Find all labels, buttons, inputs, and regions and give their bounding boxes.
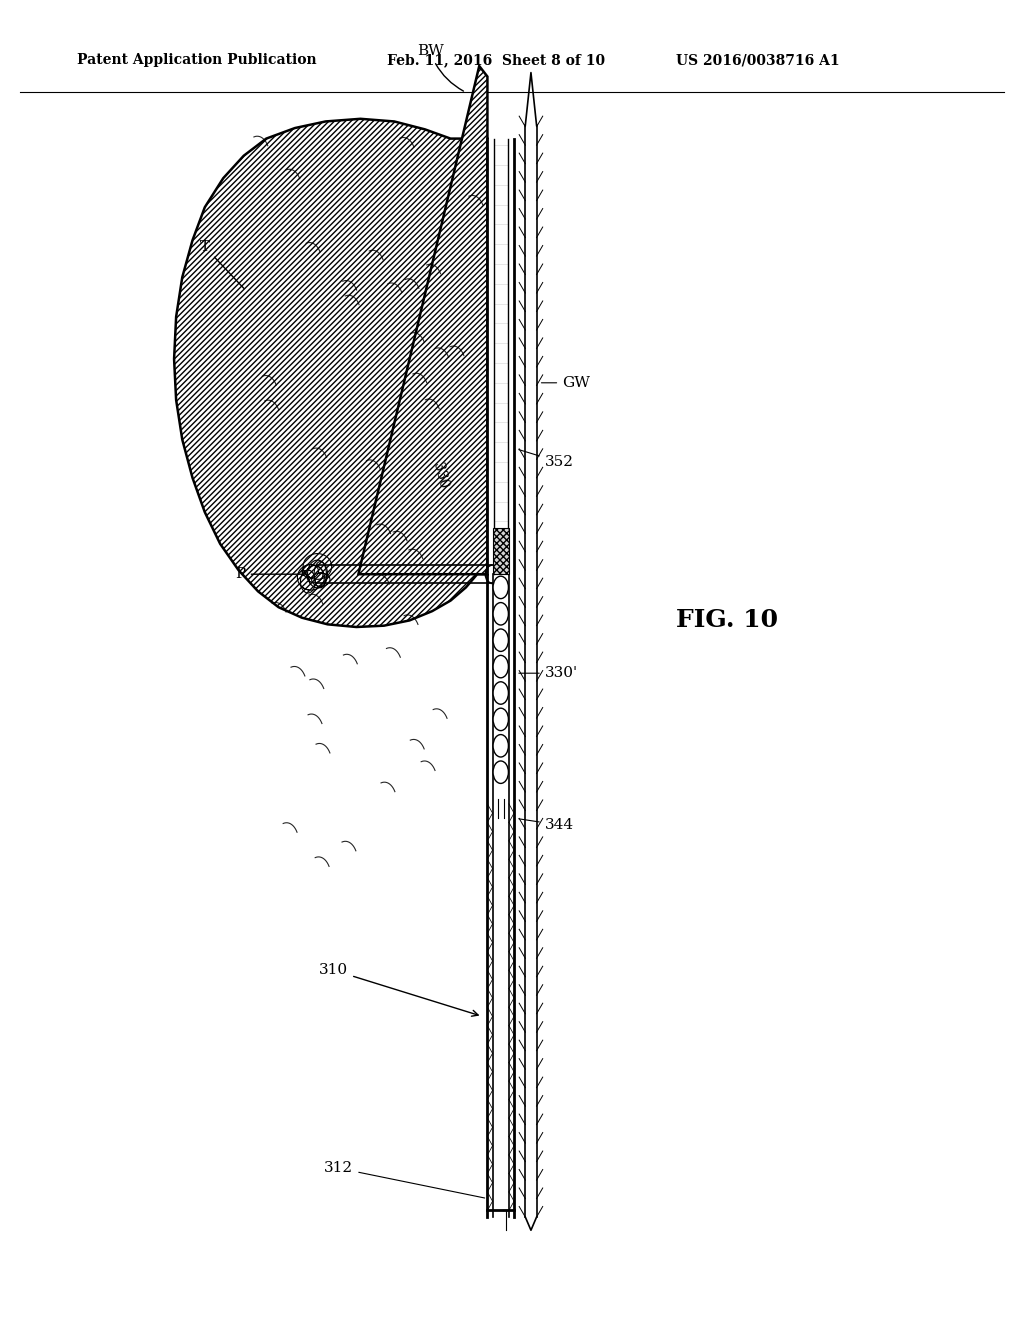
Ellipse shape xyxy=(494,576,508,599)
Ellipse shape xyxy=(494,682,508,705)
Text: 344: 344 xyxy=(519,818,573,832)
Polygon shape xyxy=(487,139,494,574)
Bar xyxy=(493,528,509,574)
Ellipse shape xyxy=(494,709,508,731)
Ellipse shape xyxy=(494,630,508,652)
Ellipse shape xyxy=(494,735,508,758)
Polygon shape xyxy=(174,119,487,627)
Polygon shape xyxy=(508,139,514,574)
Ellipse shape xyxy=(494,656,508,678)
Text: US 2016/0038716 A1: US 2016/0038716 A1 xyxy=(676,53,840,67)
Bar xyxy=(487,139,514,574)
Text: FIG. 10: FIG. 10 xyxy=(676,609,778,632)
Text: BW: BW xyxy=(417,45,464,91)
Text: 330: 330 xyxy=(430,461,451,490)
Text: 352: 352 xyxy=(519,450,573,469)
Text: 330': 330' xyxy=(519,667,578,680)
Bar xyxy=(525,125,537,1217)
Ellipse shape xyxy=(494,602,508,626)
Ellipse shape xyxy=(494,762,508,784)
Text: P: P xyxy=(236,568,304,581)
Text: Feb. 11, 2016  Sheet 8 of 10: Feb. 11, 2016 Sheet 8 of 10 xyxy=(387,53,605,67)
Text: 310: 310 xyxy=(319,964,478,1016)
Text: T: T xyxy=(200,240,244,288)
Text: GW: GW xyxy=(542,376,590,389)
Polygon shape xyxy=(358,66,487,574)
Text: Patent Application Publication: Patent Application Publication xyxy=(77,53,316,67)
Text: 312: 312 xyxy=(325,1162,484,1199)
